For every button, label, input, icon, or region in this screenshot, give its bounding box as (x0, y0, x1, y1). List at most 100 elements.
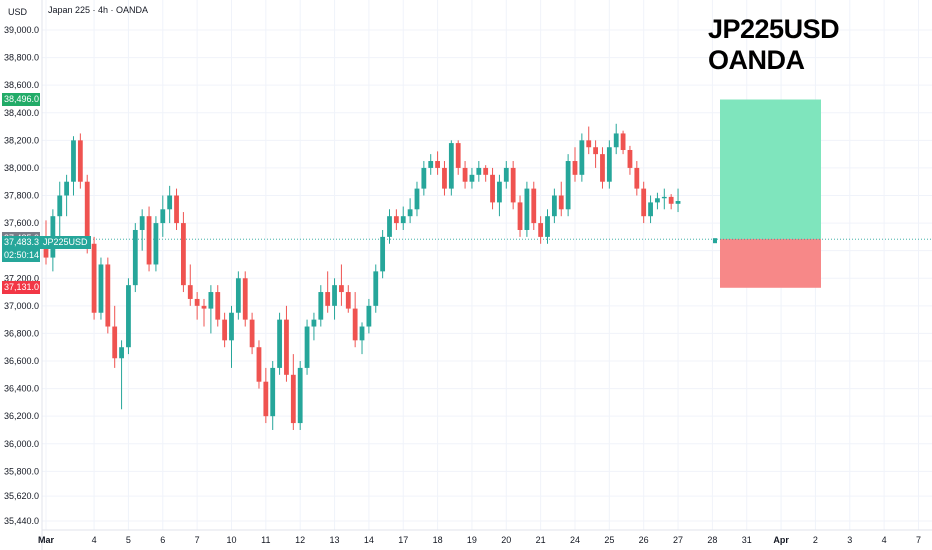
candle-body (469, 174, 475, 182)
candle-body (380, 236, 386, 272)
candle-body (304, 326, 310, 368)
candle-body (139, 216, 145, 230)
candle-body (517, 202, 523, 230)
x-tick-label: 12 (295, 535, 305, 545)
candle-body (290, 374, 296, 424)
candle-body (270, 367, 276, 417)
candle-body (634, 167, 640, 189)
y-tick-label: 38,600.0 (4, 80, 39, 90)
last-price-symbol: JP225USD (40, 236, 91, 250)
candle-body (400, 216, 406, 224)
loss-zone (720, 238, 821, 288)
candle-body (538, 223, 544, 237)
candle-body (339, 285, 344, 293)
chart-title: Japan 225 · 4h · OANDA (48, 5, 149, 15)
candle-body (661, 196, 667, 199)
candle-body (256, 347, 262, 382)
candle-body (421, 167, 427, 189)
candle-body (531, 188, 537, 224)
candle-body (503, 167, 509, 182)
x-tick-label: 21 (536, 535, 546, 545)
x-tick-label: 7 (195, 535, 200, 545)
candle-body (242, 278, 248, 320)
candle-body (448, 143, 454, 189)
y-tick-label: 38,800.0 (4, 53, 39, 63)
candle-body (160, 209, 166, 224)
candle-body (146, 216, 152, 265)
y-tick-label: 36,800.0 (4, 328, 39, 338)
target-price-tag: 38,496.0 (2, 93, 40, 106)
y-tick-label: 38,000.0 (4, 163, 39, 173)
candle-body (132, 229, 138, 286)
symbol-overlay-line1: JP225USD (708, 14, 840, 44)
symbol-overlay-line2: OANDA (708, 45, 805, 75)
candle-body (366, 305, 372, 327)
candle-body (668, 196, 674, 204)
x-tick-label: 4 (92, 535, 97, 545)
current-bar (713, 238, 717, 244)
candle-body (393, 216, 399, 224)
candle-body (600, 154, 605, 182)
candle-body (194, 298, 200, 306)
candle-body (345, 292, 351, 309)
profit-zone (720, 99, 821, 239)
candle-body (462, 167, 468, 182)
candle-body (428, 161, 434, 168)
candle-body (648, 202, 653, 217)
candle-body (235, 278, 241, 313)
candle-body (263, 381, 269, 417)
x-tick-label: 25 (604, 535, 614, 545)
last-price-tag: 37,483.3 JP225USD 02:50:14 (2, 236, 91, 264)
candle-body (325, 292, 331, 306)
candle-body (407, 209, 413, 217)
y-tick-label: 35,440.0 (4, 516, 39, 526)
y-tick-label: 37,000.0 (4, 301, 39, 311)
candle-body (318, 292, 324, 320)
x-tick-label: Mar (38, 535, 55, 545)
candle-body (620, 133, 626, 150)
y-tick-label: 36,000.0 (4, 439, 39, 449)
candle-body (153, 223, 159, 265)
x-tick-label: 6 (160, 535, 165, 545)
y-tick-label: 36,600.0 (4, 356, 39, 366)
candle-body (613, 133, 619, 148)
candle-body (551, 195, 557, 217)
x-tick-label: 3 (847, 535, 852, 545)
candle-body (277, 319, 282, 368)
candle-body (84, 181, 90, 244)
y-tick-label: 35,620.0 (4, 491, 39, 501)
x-tick-label: 20 (501, 535, 511, 545)
x-tick-label: 2 (813, 535, 818, 545)
candle-layer (43, 123, 717, 430)
candle-body (57, 195, 63, 217)
candle-body (572, 161, 578, 175)
candle-body (565, 161, 571, 210)
candle-body (187, 285, 193, 299)
x-tick-label: 11 (261, 535, 270, 545)
x-tick-label: 27 (673, 535, 683, 545)
candle-body (490, 174, 495, 203)
candle-body (201, 305, 207, 309)
candle-body (352, 308, 358, 341)
y-tick-label: 37,200.0 (4, 273, 39, 283)
y-tick-label: 35,800.0 (4, 466, 39, 476)
x-tick-label: 13 (330, 535, 340, 545)
candle-body (558, 195, 564, 210)
symbol-overlay-title: JP225USD OANDA (708, 14, 840, 76)
last-price-value: 37,483.3 (2, 236, 40, 250)
y-tick-label: 37,600.0 (4, 218, 39, 228)
x-tick-label: 28 (707, 535, 717, 545)
candle-body (174, 195, 179, 224)
y-tick-label: 38,200.0 (4, 135, 39, 145)
candle-body (64, 181, 70, 196)
candle-body (455, 143, 461, 168)
x-tick-label: 7 (916, 535, 921, 545)
candle-body (284, 319, 289, 375)
candle-body (126, 285, 131, 348)
candle-body (215, 292, 221, 320)
candle-body (545, 216, 550, 237)
x-tick-label: Apr (773, 535, 789, 545)
candle-body (606, 147, 612, 182)
